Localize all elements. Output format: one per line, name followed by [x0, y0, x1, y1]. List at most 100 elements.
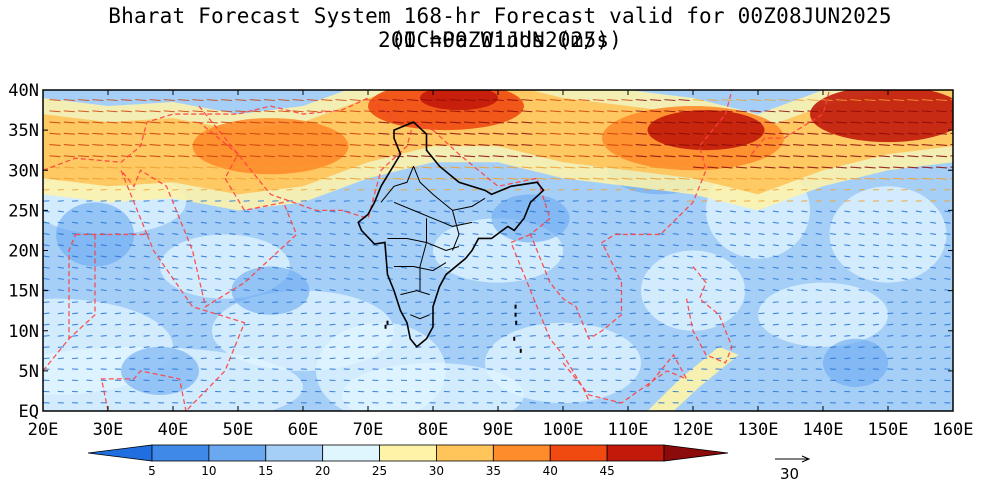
wind-vector: [835, 132, 848, 135]
x-tick-label: 50E: [223, 420, 254, 440]
wind-vector: [529, 244, 536, 247]
wind-vector: [601, 289, 608, 292]
wind-vector: [936, 155, 948, 158]
wind-vector: [57, 266, 64, 269]
wind-vector: [887, 266, 894, 269]
wind-vector: [601, 335, 608, 337]
wind-vector: [186, 277, 193, 280]
wind-vector: [443, 255, 450, 258]
wind-vector: [472, 233, 479, 235]
wind-vector: [429, 266, 436, 269]
wind-vector: [844, 301, 851, 304]
wind-vector: [300, 301, 307, 304]
wind-vector: [650, 155, 662, 158]
wind-vector: [764, 132, 776, 135]
wind-vector: [678, 99, 690, 102]
wind-vector: [92, 132, 104, 135]
wind-vector: [701, 244, 708, 247]
wind-vector: [621, 177, 633, 180]
wind-vector: [358, 346, 365, 348]
wind-vector: [715, 266, 722, 269]
wind-vector: [129, 335, 136, 337]
wind-vector: [243, 357, 250, 360]
island-mark: [515, 320, 518, 325]
wind-vector: [815, 312, 822, 315]
wind-vector: [492, 110, 504, 113]
wind-vector: [549, 144, 562, 146]
wind-vector: [787, 346, 794, 348]
wind-vector: [701, 277, 708, 280]
wind-vector: [721, 132, 733, 135]
wind-vector: [120, 132, 133, 135]
wind-vector: [315, 266, 322, 269]
wind-vector: [629, 277, 636, 280]
wind-vector: [364, 121, 376, 124]
wind-vector: [715, 323, 722, 326]
wind-vector: [578, 155, 590, 158]
wind-vector: [257, 346, 265, 348]
wind-vector: [944, 277, 951, 280]
wind-vector: [429, 210, 436, 213]
wind-vector: [364, 177, 376, 180]
wind-vector: [529, 301, 536, 304]
wind-vector: [149, 121, 161, 124]
wind-vector: [100, 312, 107, 315]
wind-vector: [901, 277, 908, 280]
wind-vector: [272, 357, 279, 360]
wind-vector: [63, 177, 75, 180]
wind-vector: [215, 346, 222, 348]
wind-vector: [486, 277, 493, 280]
wind-vector: [92, 155, 104, 158]
wind-vector: [621, 121, 633, 124]
wind-vector: [206, 155, 218, 158]
wind-vector: [543, 255, 551, 258]
wind-vector: [229, 346, 236, 348]
wind-vector: [729, 312, 736, 315]
wind-vector: [829, 277, 837, 280]
y-tick-label: 35N: [8, 121, 39, 141]
wind-vector: [772, 255, 779, 258]
wind-vector: [57, 289, 64, 292]
wind-vector: [149, 99, 161, 102]
wind-vector: [349, 121, 361, 124]
wind-vector: [215, 221, 222, 224]
wind-vector: [378, 110, 390, 113]
wind-vector: [257, 289, 265, 292]
wind-vector: [286, 289, 293, 292]
wind-vector: [944, 221, 951, 224]
wind-vector: [120, 121, 133, 124]
longitude-axis: 20E 30E 40E 50E 60E 70E 80E 90E 100E 110E 120E 130E…: [28, 90, 974, 440]
wind-vector: [729, 210, 736, 213]
wind-vector: [235, 166, 247, 169]
wind-vector: [729, 244, 736, 247]
wind-vector: [315, 289, 322, 292]
wind-vector: [578, 144, 590, 146]
wind-vector: [887, 346, 894, 348]
wind-vector: [315, 312, 322, 315]
wind-vector: [887, 221, 894, 224]
wind-vector: [635, 155, 647, 158]
wind-vector: [578, 177, 590, 180]
wind-vector: [415, 357, 422, 360]
wind-vector: [315, 277, 322, 280]
colorbar-label: 25: [372, 464, 387, 478]
wind-vector: [521, 121, 533, 124]
wind-vector: [807, 99, 819, 102]
wind-vector: [578, 132, 590, 135]
wind-vector: [501, 335, 508, 337]
colorbar-segment: [549, 444, 608, 462]
wind-vector: [343, 323, 350, 326]
wind-vector: [114, 346, 122, 348]
wind-vector: [435, 121, 447, 124]
wind-vector: [558, 210, 565, 213]
wind-vector: [549, 132, 562, 135]
wind-vector: [192, 144, 204, 146]
x-tick-label: 160E: [933, 420, 974, 440]
wind-vector: [878, 155, 890, 158]
wind-vector: [386, 210, 393, 213]
wind-vector: [592, 144, 604, 146]
y-tick-label: 10N: [8, 322, 39, 342]
wind-vector: [172, 210, 179, 213]
wind-vector: [744, 244, 751, 247]
wind-vector: [443, 323, 450, 326]
